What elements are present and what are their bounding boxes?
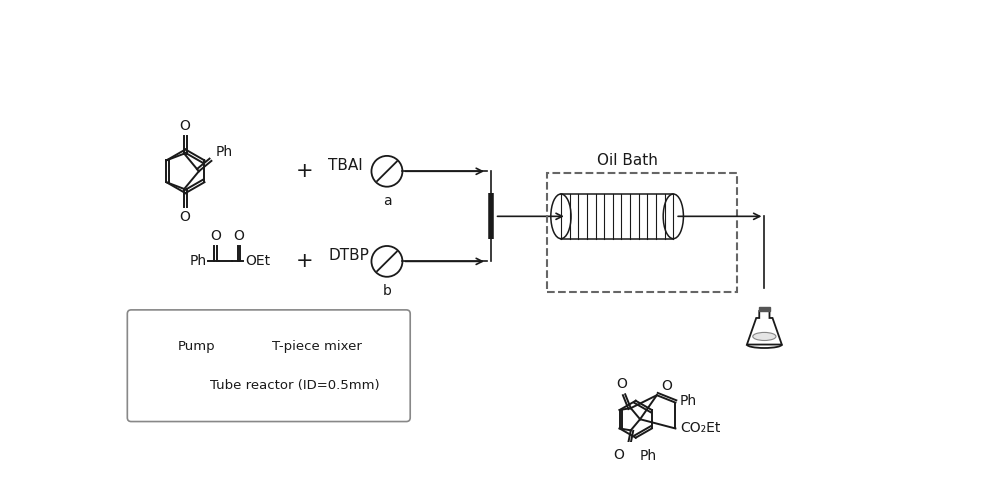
FancyBboxPatch shape bbox=[127, 310, 410, 421]
Text: O: O bbox=[613, 448, 624, 462]
Text: TBAI: TBAI bbox=[328, 158, 363, 172]
Text: Ph: Ph bbox=[189, 254, 206, 268]
Text: Pump: Pump bbox=[178, 339, 215, 352]
Text: O: O bbox=[179, 210, 190, 224]
Text: Ph: Ph bbox=[680, 394, 697, 408]
Text: b: b bbox=[383, 284, 391, 299]
Bar bbox=[759, 307, 770, 311]
Text: O: O bbox=[234, 229, 244, 243]
Bar bbox=[547, 173, 737, 292]
Text: O: O bbox=[210, 229, 221, 243]
Text: DTBP: DTBP bbox=[328, 248, 369, 263]
Text: +: + bbox=[296, 251, 314, 271]
Ellipse shape bbox=[753, 332, 776, 340]
Text: +: + bbox=[296, 162, 314, 181]
Text: Oil Bath: Oil Bath bbox=[597, 153, 658, 168]
Text: CO₂Et: CO₂Et bbox=[680, 421, 720, 435]
Text: OEt: OEt bbox=[245, 254, 270, 268]
Text: O: O bbox=[661, 379, 672, 393]
Text: a: a bbox=[383, 194, 391, 208]
Text: Ph: Ph bbox=[640, 449, 657, 463]
Text: Tube reactor (ID=0.5mm): Tube reactor (ID=0.5mm) bbox=[210, 379, 380, 392]
Text: Ph: Ph bbox=[216, 145, 233, 159]
Text: O: O bbox=[616, 377, 627, 391]
Text: O: O bbox=[179, 119, 190, 133]
Text: T-piece mixer: T-piece mixer bbox=[272, 339, 362, 352]
